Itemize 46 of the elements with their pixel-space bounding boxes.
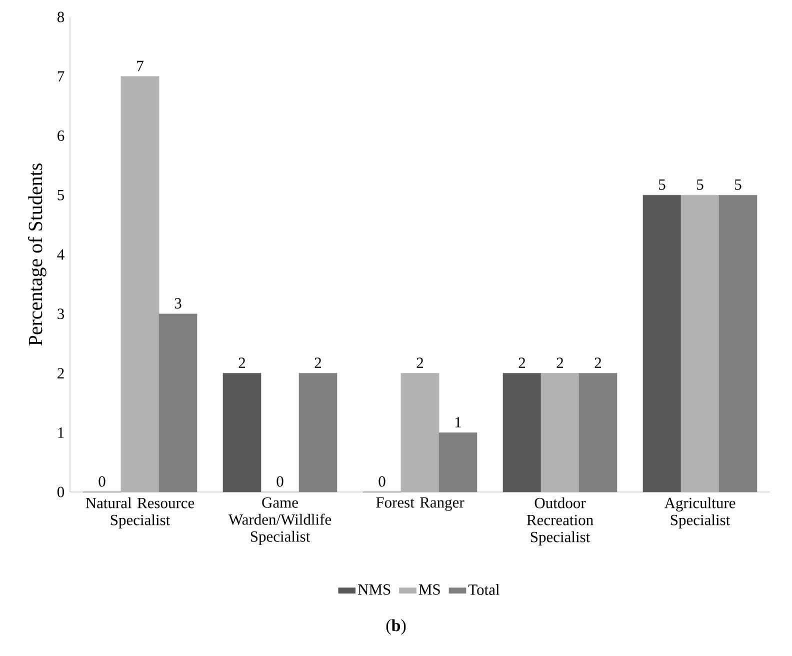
data-label: 2 <box>594 358 602 368</box>
x-tick-label: Outdoor Recreation Specialist <box>526 497 594 546</box>
y-tick-label: 2 <box>58 368 64 378</box>
y-tick-label: 8 <box>57 12 64 22</box>
text: (b) <box>386 619 406 635</box>
legend-label: NMS <box>358 584 390 595</box>
y-tick-label: 1 <box>58 428 64 438</box>
data-label: 2 <box>314 358 322 368</box>
data-label: 5 <box>697 180 704 190</box>
data-label: 0 <box>378 476 386 487</box>
bar <box>578 373 618 492</box>
bar <box>718 194 758 492</box>
x-tick-label: Agriculture Specialist <box>664 497 736 528</box>
y-tick-label: 7 <box>58 71 64 82</box>
bar <box>642 194 682 492</box>
bar <box>120 76 160 492</box>
x-tick-label: Forest Ranger <box>376 497 464 511</box>
bar <box>222 373 262 492</box>
bar <box>502 373 542 492</box>
data-label: 7 <box>137 60 144 72</box>
bar <box>158 314 198 492</box>
data-label: 2 <box>238 358 246 368</box>
bar <box>540 373 580 492</box>
y-tick-label: 5 <box>58 190 64 200</box>
bar <box>298 373 338 492</box>
data-label: 2 <box>416 358 424 368</box>
x-tick-label: Natural Resource Specialist <box>86 497 194 528</box>
data-label: 1 <box>455 417 461 428</box>
y-tick-label: 6 <box>58 130 64 141</box>
legend-label: MS <box>418 584 440 595</box>
x-tick-label: Game Warden/Wildlife Specialist <box>228 497 332 545</box>
y-axis-title: Percentage of Students <box>28 164 46 346</box>
bar <box>400 373 440 492</box>
data-label: 2 <box>556 358 564 368</box>
y-tick-label: 4 <box>57 249 64 260</box>
data-label: 0 <box>276 476 284 487</box>
data-label: 5 <box>735 180 742 190</box>
legend-label: Total <box>468 584 500 595</box>
y-tick-label: 0 <box>57 486 64 498</box>
bar <box>680 194 720 492</box>
data-label: 2 <box>518 358 526 368</box>
bar <box>438 432 478 492</box>
data-label: 5 <box>659 180 666 190</box>
data-label: 0 <box>98 476 106 487</box>
data-label: 3 <box>174 298 182 309</box>
y-tick-label: 3 <box>58 308 64 320</box>
